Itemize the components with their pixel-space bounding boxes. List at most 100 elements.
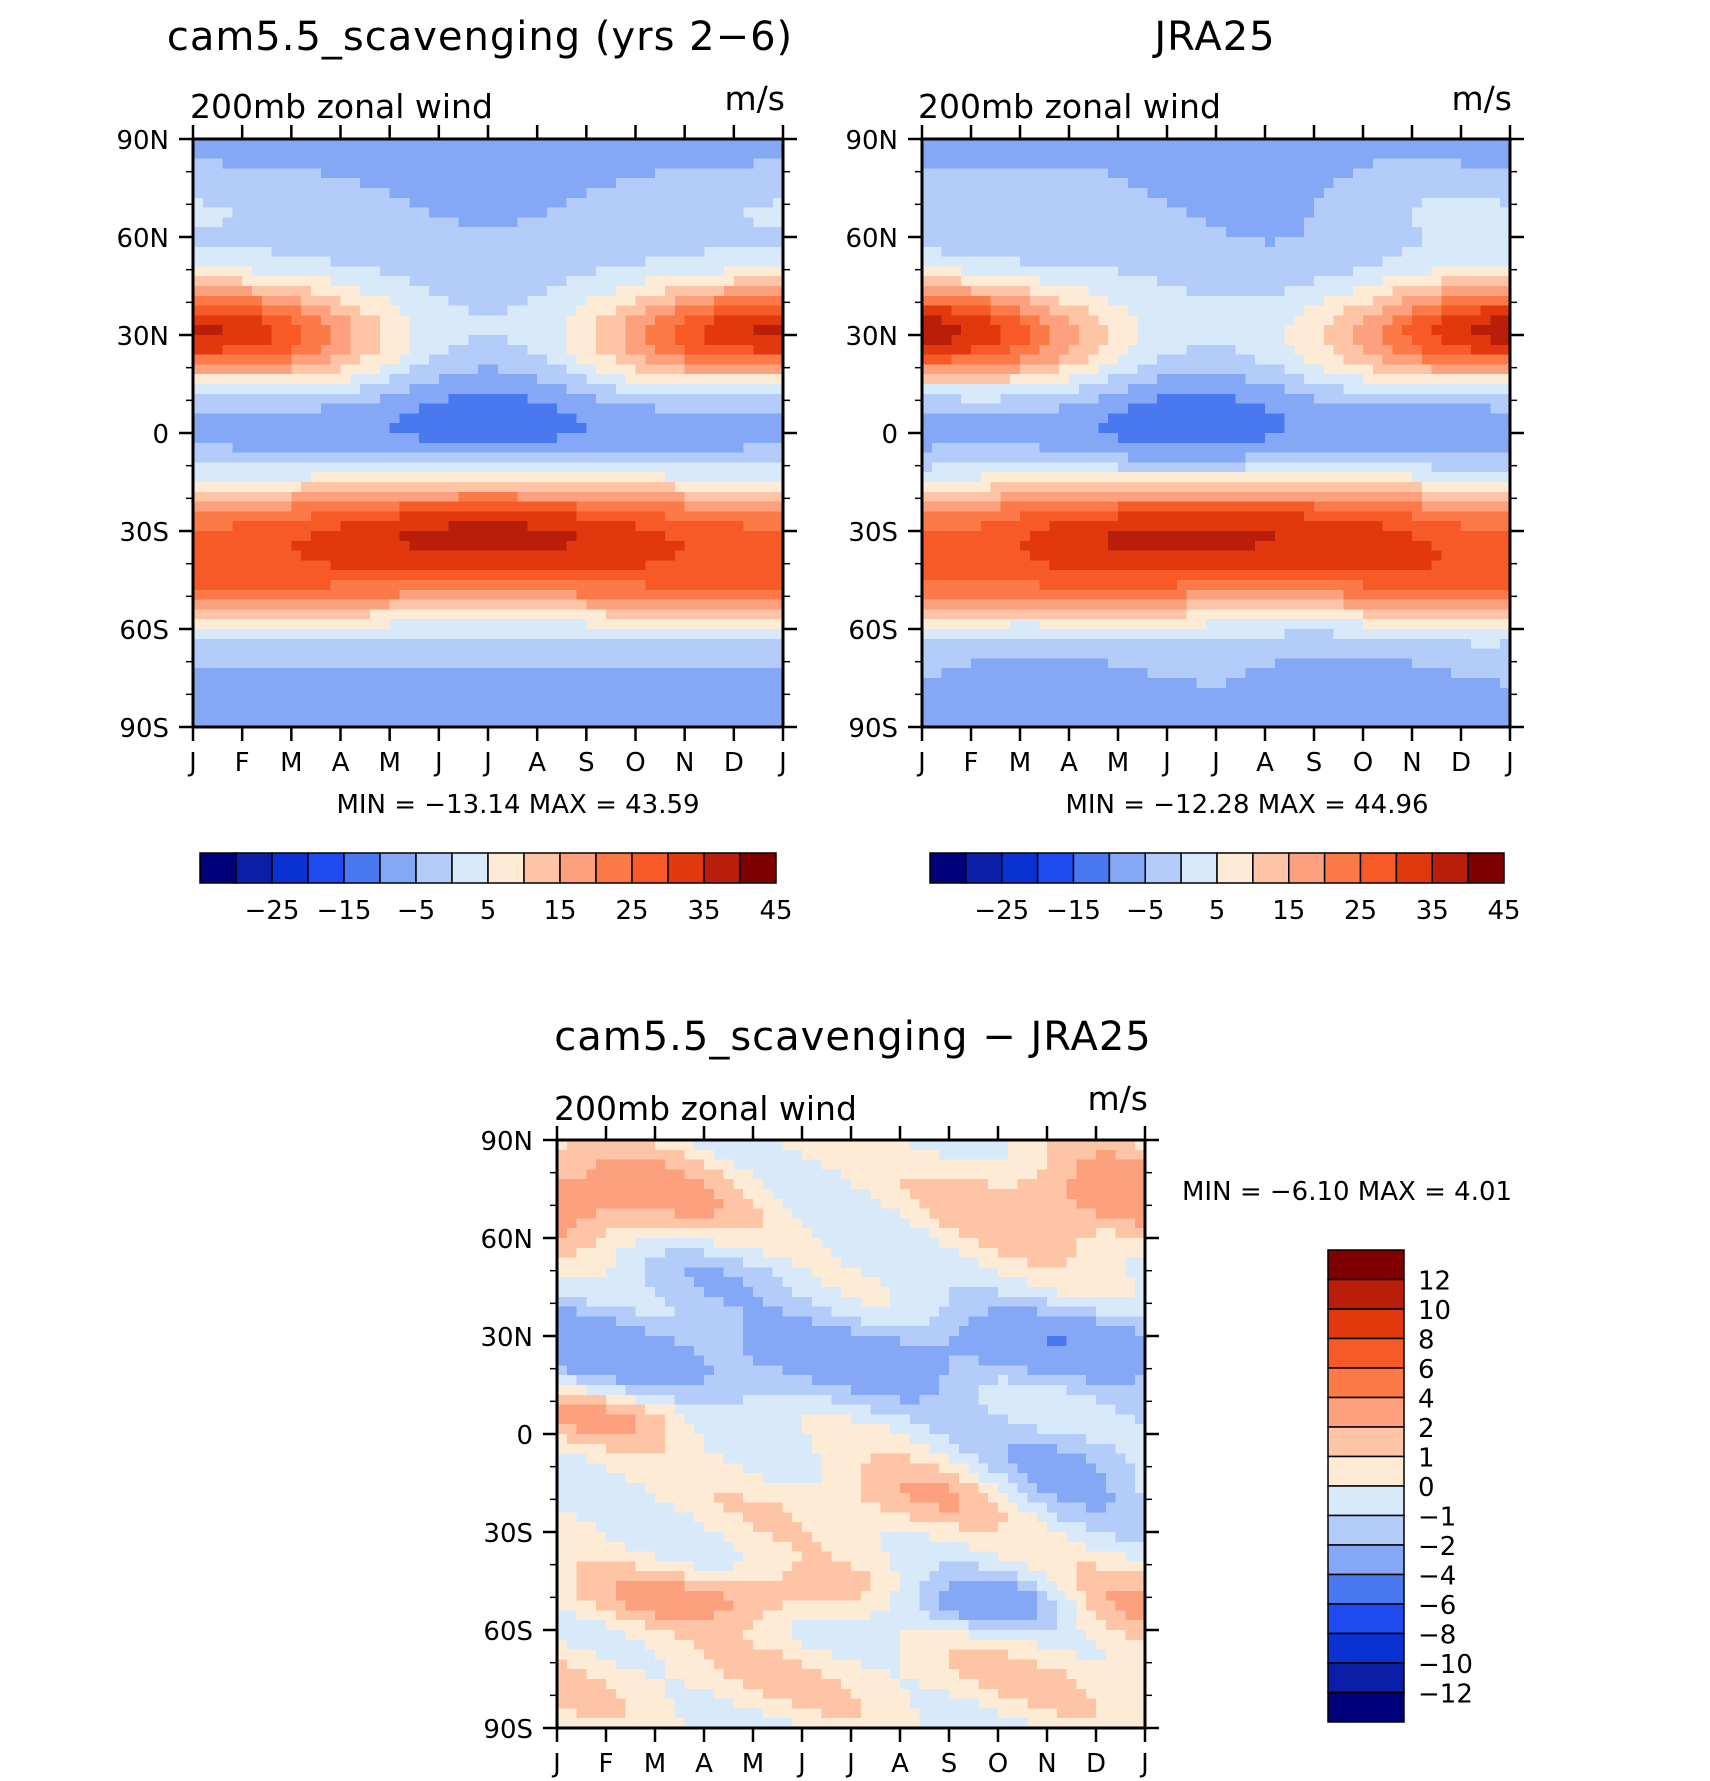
contour-cell: [1108, 599, 1119, 610]
contour-cell: [478, 560, 489, 571]
contour-cell: [497, 462, 509, 473]
contour-cell: [212, 531, 224, 542]
contour-cell: [1010, 570, 1021, 581]
contour-cell: [1029, 629, 1041, 640]
contour-cell: [931, 364, 943, 375]
contour-cell: [971, 423, 982, 434]
contour-cell: [478, 609, 489, 620]
contour-cell: [340, 648, 351, 659]
contour-cell: [615, 697, 627, 708]
contour-cell: [971, 344, 982, 356]
contour-cell: [1108, 580, 1119, 591]
contour-cell: [311, 354, 322, 365]
contour-cell: [1039, 295, 1050, 307]
contour-cell: [753, 697, 764, 708]
contour-cell: [537, 462, 548, 473]
contour-cell: [753, 707, 764, 718]
contour-cell: [478, 531, 489, 542]
contour-cell: [743, 491, 755, 503]
contour-cell: [773, 511, 784, 522]
contour-cell: [202, 344, 214, 356]
contour-cell: [1127, 256, 1139, 267]
contour-cell: [1000, 354, 1011, 365]
contour-cell: [458, 413, 469, 424]
contour-cell: [370, 266, 381, 277]
contour-cell: [566, 286, 578, 297]
contour-cell: [971, 550, 982, 561]
contour-cell: [931, 227, 943, 238]
contour-cell: [1020, 570, 1031, 581]
contour-cell: [586, 687, 597, 699]
contour-cell: [665, 521, 676, 532]
contour-cell: [301, 256, 312, 267]
contour-cell: [733, 570, 745, 581]
contour-cell: [961, 472, 972, 483]
contour-cell: [488, 501, 499, 512]
contour-cell: [429, 589, 440, 601]
contour-cell: [261, 442, 273, 454]
contour-cell: [458, 472, 469, 483]
contour-cell: [971, 462, 982, 473]
contour-cell: [340, 286, 351, 297]
contour-cell: [537, 570, 548, 581]
contour-cell: [478, 354, 489, 365]
contour-cell: [438, 570, 450, 581]
contour-cell: [370, 482, 381, 493]
contour-cell: [576, 286, 587, 297]
contour-cell: [1000, 325, 1011, 336]
contour-cell: [360, 658, 371, 669]
contour-cell: [596, 472, 607, 483]
contour-cell: [1098, 717, 1109, 728]
contour-cell: [961, 648, 972, 659]
contour-cell: [1000, 207, 1011, 218]
contour-cell: [261, 707, 273, 718]
contour-cell: [429, 619, 440, 630]
contour-cell: [468, 540, 479, 552]
contour-cell: [379, 246, 391, 258]
contour-cell: [645, 403, 656, 414]
contour-cell: [222, 256, 233, 267]
contour-cell: [458, 589, 469, 601]
contour-cell: [301, 364, 312, 375]
contour-cell: [596, 452, 607, 463]
contour-cell: [1039, 305, 1050, 316]
contour-cell: [922, 295, 933, 307]
contour-cell: [379, 305, 391, 316]
contour-cell: [1049, 227, 1060, 238]
contour-cell: [1127, 276, 1139, 287]
contour-cell: [1059, 246, 1070, 258]
contour-cell: [1098, 629, 1109, 640]
contour-cell: [743, 335, 755, 346]
contour-cell: [271, 295, 283, 307]
contour-cell: [733, 413, 745, 424]
contour-cell: [733, 286, 745, 297]
contour-cell: [537, 325, 548, 336]
contour-cell: [547, 364, 558, 375]
contour-cell: [714, 550, 725, 561]
contour-cell: [674, 374, 686, 385]
contour-cell: [763, 589, 774, 601]
contour-cell: [497, 374, 509, 385]
contour-cell: [763, 139, 774, 150]
contour-cell: [773, 638, 784, 650]
contour-cell: [537, 413, 548, 424]
contour-cell: [645, 335, 656, 346]
contour-cell: [704, 501, 715, 512]
contour-cell: [399, 178, 410, 189]
contour-cell: [1020, 452, 1031, 463]
contour-cell: [1088, 256, 1099, 267]
contour-cell: [517, 286, 528, 297]
contour-cell: [753, 462, 764, 473]
contour-cell: [961, 374, 972, 385]
contour-cell: [615, 364, 627, 375]
contour-cell: [635, 707, 646, 718]
contour-cell: [468, 158, 479, 169]
contour-cell: [360, 246, 371, 258]
contour-cell: [655, 501, 666, 512]
contour-cell: [625, 305, 637, 316]
contour-cell: [753, 256, 764, 267]
contour-cell: [743, 717, 755, 728]
contour-cell: [586, 472, 597, 483]
contour-cell: [596, 374, 607, 385]
contour-cell: [576, 638, 587, 650]
